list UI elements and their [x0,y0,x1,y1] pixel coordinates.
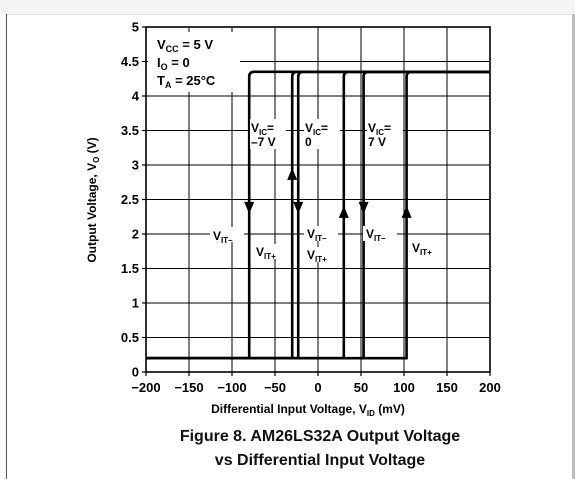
vic-7-annotation: VIC= 7 V [367,119,403,149]
svg-text:VIC=: VIC= [305,121,328,137]
vic-neg7-annotation: VIC= –7 V [250,119,286,149]
figure-caption-line-1: Figure 8. AM26LS32A Output Voltage [179,428,461,445]
svg-text:VIT–: VIT– [213,229,233,245]
down-arrow-icon [293,201,304,214]
y-tick-label: 4 [132,89,140,104]
output-curve-falling [296,70,490,359]
x-tick-label: −150 [174,380,203,395]
vit-minus-label-1: VIT– [210,227,244,245]
vic-0-annotation: VIC= 0 [304,119,340,149]
io-condition: IO = 0 [157,55,190,72]
vit-plus-label-1: VIT+ [253,244,287,261]
svg-text:0: 0 [305,135,312,149]
output-curve-falling [362,70,490,359]
x-tick-label: −100 [217,380,246,395]
y-tick-label: 3.5 [121,123,139,138]
tick-labels: −200 −150 −100 −50 0 50 100 150 20000.511.522.53… [121,20,501,396]
y-tick-label: 2.5 [121,192,139,207]
x-tick-label: −200 [131,380,160,395]
y-axis-title: Output Voltage, VO (V) [85,137,101,262]
svg-text:–7 V: –7 V [251,135,276,149]
y-tick-label: 3 [132,158,139,173]
vit-plus-label-2: VIT+ [304,247,338,264]
svg-text:VIT+: VIT+ [307,248,327,264]
up-arrow-icon [287,167,298,180]
down-arrow-icon [358,201,369,214]
conditions-legend: VCC = 5 V IO = 0 TA = 25°C [148,32,240,92]
x-tick-label: 0 [314,380,321,395]
y-tick-label: 0.5 [121,330,139,345]
x-tick-label: −50 [264,380,286,395]
down-arrow-icon [244,201,255,214]
curves [146,70,490,360]
svg-text:VIT–: VIT– [366,227,386,243]
vit-plus-label-3: VIT+ [409,240,443,257]
x-tick-label: 100 [393,380,415,395]
vcc-condition: VCC = 5 V [157,37,213,54]
up-arrow-icon [338,205,349,218]
window-left-border [0,14,7,479]
y-tick-label: 1.5 [121,261,139,276]
output-curve-falling [247,70,490,359]
figure-caption-line-2: vs Differential Input Voltage [214,452,426,469]
x-tick-label: 200 [479,380,501,395]
svg-text:VIC=: VIC= [368,121,391,137]
svg-text:7 V: 7 V [368,135,386,149]
y-tick-label: 4.5 [121,54,139,69]
arrows [244,167,412,218]
svg-text:VIC=: VIC= [251,121,274,137]
x-tick-label: 150 [436,380,458,395]
x-axis-title: Differential Input Voltage, VID (mV) [211,402,405,418]
up-arrow-icon [401,205,412,218]
vit-minus-label-3: VIT– [363,226,397,243]
window-right-scrollbar-track [572,14,575,479]
ta-condition: TA = 25°C [157,73,216,90]
vit-minus-label-2: VIT– [304,226,338,243]
y-tick-label: 2 [132,227,139,242]
y-tick-label: 5 [132,20,139,35]
svg-text:VIT+: VIT+ [412,241,432,257]
svg-text:VIT+: VIT+ [256,245,276,261]
y-tick-label: 0 [132,365,139,380]
svg-text:VIT–: VIT– [307,227,327,243]
window-top-border [0,0,575,15]
y-tick-label: 1 [132,296,139,311]
x-tick-label: 50 [354,380,368,395]
